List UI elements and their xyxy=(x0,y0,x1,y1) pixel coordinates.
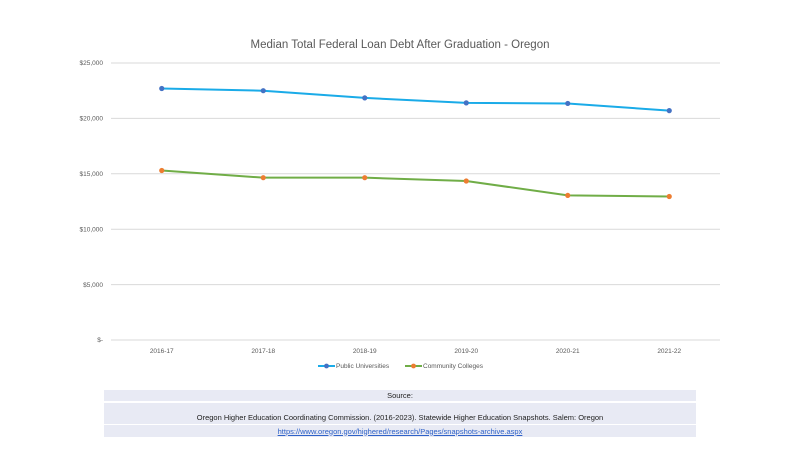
source-link-row: https://www.oregon.gov/highered/research… xyxy=(104,425,696,437)
series-line xyxy=(161,87,670,112)
data-point xyxy=(666,193,672,200)
y-axis-tick-labels: $- $5,000 $10,000 $15,000 $20,000 $25,000 xyxy=(80,60,104,344)
data-point xyxy=(159,167,165,174)
x-tick-label: 2018-19 xyxy=(353,348,377,355)
x-tick-label: 2020-21 xyxy=(556,348,580,355)
series-public-universities xyxy=(159,85,672,114)
y-tick-label: $- xyxy=(97,337,103,344)
series-community-colleges xyxy=(159,167,672,200)
data-point xyxy=(260,175,266,181)
gridlines xyxy=(111,62,720,341)
legend-item: Public Universities xyxy=(318,363,390,370)
data-point xyxy=(463,178,469,184)
series-line xyxy=(161,169,670,198)
source-link[interactable]: https://www.oregon.gov/highered/research… xyxy=(277,426,523,436)
y-tick-label: $25,000 xyxy=(80,60,104,67)
legend: Public Universities Community Colleges xyxy=(318,363,484,370)
chart-title: Median Total Federal Loan Debt After Gra… xyxy=(251,39,550,51)
data-point xyxy=(463,100,469,106)
data-point xyxy=(666,108,672,114)
y-tick-label: $20,000 xyxy=(80,116,104,123)
source-heading: Source: xyxy=(387,391,413,400)
data-point xyxy=(565,192,571,199)
line-chart: Median Total Federal Loan Debt After Gra… xyxy=(80,39,720,370)
legend-item: Community Colleges xyxy=(405,363,484,370)
legend-label: Public Universities xyxy=(336,363,390,370)
source-heading-row: Source: xyxy=(104,390,696,401)
x-tick-label: 2021-22 xyxy=(657,348,681,355)
data-point xyxy=(159,85,165,92)
x-tick-label: 2017-18 xyxy=(251,348,275,355)
data-point xyxy=(362,95,368,101)
data-point xyxy=(565,100,571,107)
data-point xyxy=(260,88,266,94)
legend-marker-icon xyxy=(324,363,329,369)
x-tick-label: 2019-20 xyxy=(454,348,478,355)
source-box: Source: Oregon Higher Education Coordina… xyxy=(104,390,696,439)
source-citation-row: Oregon Higher Education Coordinating Com… xyxy=(104,402,696,424)
data-point xyxy=(362,175,368,181)
x-tick-label: 2016-17 xyxy=(150,348,174,355)
source-citation: Oregon Higher Education Coordinating Com… xyxy=(196,412,604,422)
legend-marker-icon xyxy=(411,363,416,369)
series-group xyxy=(159,85,672,200)
y-tick-label: $10,000 xyxy=(80,226,104,233)
x-axis-tick-labels: 2016-17 2017-18 2018-19 2019-20 2020-21 2021-… xyxy=(150,348,682,355)
legend-label: Community Colleges xyxy=(423,363,484,370)
y-tick-label: $5,000 xyxy=(83,282,103,289)
y-tick-label: $15,000 xyxy=(80,171,104,178)
